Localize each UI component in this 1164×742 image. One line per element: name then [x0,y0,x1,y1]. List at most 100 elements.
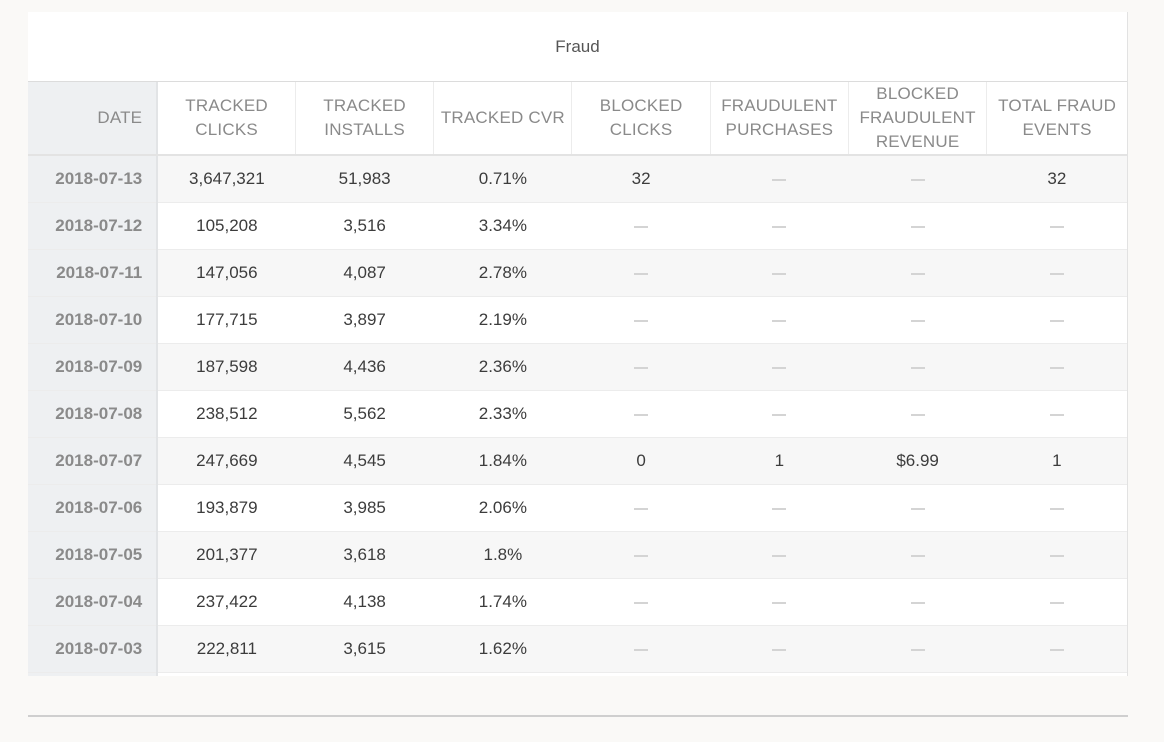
footer-divider [28,715,1128,717]
empty-cell [571,625,711,673]
dash-icon [634,413,649,416]
table-row: 2018-07-05 201,377 3,618 1.8% [28,531,1127,579]
table-row: 2018-07-07 247,669 4,545 1.84% 0 1 $6.99 1 [28,437,1127,485]
dash-icon [634,507,649,510]
empty-cell [710,531,849,579]
value-cell-tracked-clicks: 177,715 [157,296,296,344]
dash-icon [1049,507,1064,510]
column-header-tracked-clicks[interactable]: TRACKED CLICKS [156,82,296,156]
value-cell-tracked-clicks: 222,811 [157,625,296,673]
date-cell: 2018-07-09 [28,343,159,391]
date-cell: 2018-07-04 [28,578,159,626]
date-cell: 2018-07-13 [28,155,159,203]
dash-icon [634,319,649,322]
dash-icon [1049,272,1064,275]
table-row: 2018-07-02225,1273,2321.44% [28,672,1127,676]
dash-icon [772,178,787,181]
value-cell-fraudulent-purchases: 1 [710,437,849,485]
dash-icon [1049,366,1064,369]
empty-cell [710,484,849,532]
empty-cell [571,249,711,297]
column-header-blocked-fraudulent-revenue[interactable]: BLOCKED FRAUDULENT REVENUE [847,82,987,156]
dash-icon [772,601,787,604]
value-cell-tracked-installs: 3,985 [295,484,434,532]
empty-cell [986,202,1127,250]
value-cell-tracked-installs: 3,516 [295,202,434,250]
empty-cell [710,343,849,391]
empty-cell [848,390,987,438]
empty-cell [710,390,849,438]
empty-cell [848,296,987,344]
dash-icon [910,554,925,557]
column-header-fraudulent-purchases[interactable]: FRAUDULENT PURCHASES [709,82,849,156]
empty-cell [986,390,1127,438]
empty-cell [986,296,1127,344]
column-header-tracked-cvr[interactable]: TRACKED CVR [433,82,572,156]
date-cell: 2018-07-11 [28,249,159,297]
column-header-date[interactable]: DATE [28,82,159,156]
dash-icon [1049,319,1064,322]
dash-icon [910,178,925,181]
dash-icon [910,272,925,275]
dash-icon [634,601,649,604]
dash-icon [1049,601,1064,604]
table-row: 2018-07-11 147,056 4,087 2.78% [28,249,1127,297]
value-cell-total-fraud-events: 1 [986,437,1127,485]
value-cell-tracked-clicks: 147,056 [157,249,296,297]
value-cell-tracked-installs: 4,138 [295,578,434,626]
date-cell: 2018-07-03 [28,625,159,673]
empty-cell [848,531,987,579]
empty-cell [848,484,987,532]
value-cell-tracked-clicks: 225,127 [157,672,296,676]
empty-cell [848,155,987,203]
date-cell: 2018-07-07 [28,437,159,485]
value-cell-tracked-clicks: 3,647,321 [157,155,296,203]
empty-cell [848,625,987,673]
empty-cell [571,578,711,626]
value-cell-tracked-installs: 3,232 [295,672,434,676]
table-header-row: DATE TRACKED CLICKS TRACKED INSTALLS TRACKE… [28,82,1127,156]
value-cell-tracked-clicks: 187,598 [157,343,296,391]
dash-icon [772,272,787,275]
empty-cell [986,249,1127,297]
value-cell-tracked-cvr: 1.84% [433,437,572,485]
dash-icon [910,413,925,416]
fraud-report-card: Fraud DATE TRACKED CLICKS TRACKED INSTALLS… [28,12,1128,676]
value-cell-tracked-installs: 4,545 [295,437,434,485]
column-header-tracked-installs[interactable]: TRACKED INSTALLS [294,82,434,156]
empty-cell [986,672,1127,676]
value-cell-tracked-cvr: 1.62% [433,625,572,673]
empty-cell [710,625,849,673]
value-cell-blocked-clicks: 0 [571,437,711,485]
table-row: 2018-07-13 3,647,321 51,983 0.71% 32 32 [28,155,1127,203]
dash-icon [1049,225,1064,228]
table-row: 2018-07-03 222,811 3,615 1.62% [28,625,1127,673]
empty-cell [986,343,1127,391]
date-cell: 2018-07-10 [28,296,159,344]
empty-cell [571,296,711,344]
value-cell-tracked-installs: 4,436 [295,343,434,391]
report-title: Fraud [28,12,1127,82]
dash-icon [910,319,925,322]
value-cell-tracked-installs: 51,983 [295,155,434,203]
empty-cell [848,672,987,676]
value-cell-tracked-installs: 5,562 [295,390,434,438]
empty-cell [571,484,711,532]
column-header-total-fraud-events[interactable]: TOTAL FRAUD EVENTS [986,82,1127,156]
table-row: 2018-07-08 238,512 5,562 2.33% [28,390,1127,438]
column-header-blocked-clicks[interactable]: BLOCKED CLICKS [571,82,711,156]
empty-cell [710,296,849,344]
table-row: 2018-07-09 187,598 4,436 2.36% [28,343,1127,391]
value-cell-blocked-clicks: 32 [571,155,711,203]
empty-cell [848,578,987,626]
dash-icon [1049,648,1064,651]
fraud-table: DATE TRACKED CLICKS TRACKED INSTALLS TRACKE… [28,82,1127,676]
empty-cell [710,249,849,297]
dash-icon [634,225,649,228]
dash-icon [910,225,925,228]
empty-cell [571,672,711,676]
empty-cell [710,202,849,250]
dash-icon [772,225,787,228]
empty-cell [571,531,711,579]
value-cell-blocked-fraudulent-revenue: $6.99 [848,437,987,485]
